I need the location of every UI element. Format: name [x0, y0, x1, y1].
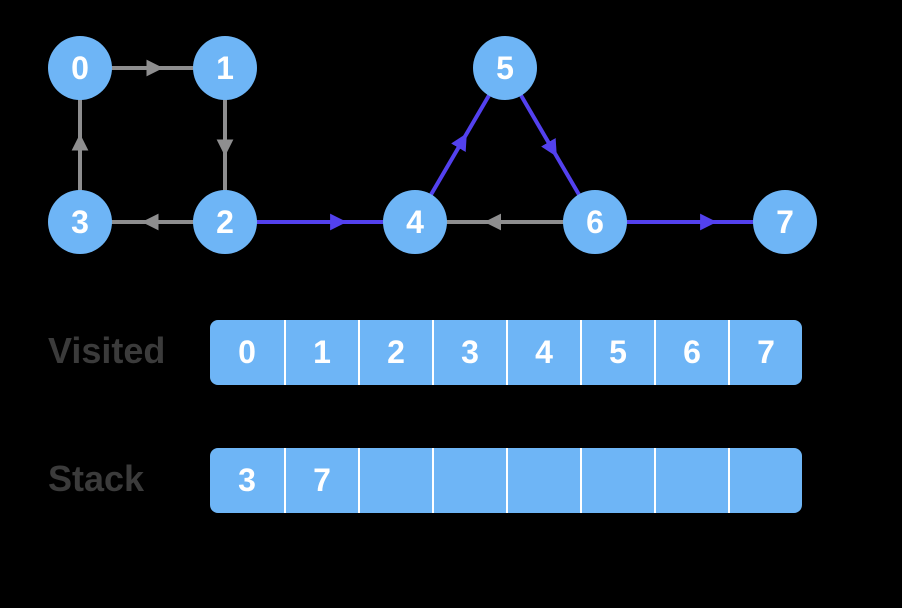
array-cell: 5 — [580, 320, 654, 385]
array-cell: 7 — [284, 448, 358, 513]
array-cell — [654, 448, 728, 513]
visited-array: 01234567 — [210, 320, 802, 385]
array-cell: 4 — [506, 320, 580, 385]
stack-array: 37 — [210, 448, 802, 513]
diagram-canvas: { "type": "graph-traversal-diagram", "co… — [0, 0, 902, 608]
array-cell: 3 — [432, 320, 506, 385]
array-cell — [506, 448, 580, 513]
stack-label: Stack — [48, 458, 144, 500]
array-cell: 1 — [284, 320, 358, 385]
array-cell — [728, 448, 802, 513]
array-cell: 2 — [358, 320, 432, 385]
array-cell: 6 — [654, 320, 728, 385]
node-1: 1 — [193, 36, 257, 100]
array-cell: 0 — [210, 320, 284, 385]
node-2: 2 — [193, 190, 257, 254]
visited-label: Visited — [48, 330, 165, 372]
graph-svg — [0, 0, 902, 608]
edge-4-5 — [431, 96, 489, 195]
node-3: 3 — [48, 190, 112, 254]
array-cell: 3 — [210, 448, 284, 513]
node-4: 4 — [383, 190, 447, 254]
array-cell — [580, 448, 654, 513]
array-cell — [432, 448, 506, 513]
array-cell — [358, 448, 432, 513]
node-5: 5 — [473, 36, 537, 100]
edge-5-6 — [521, 96, 579, 195]
node-0: 0 — [48, 36, 112, 100]
node-6: 6 — [563, 190, 627, 254]
array-cell: 7 — [728, 320, 802, 385]
node-7: 7 — [753, 190, 817, 254]
